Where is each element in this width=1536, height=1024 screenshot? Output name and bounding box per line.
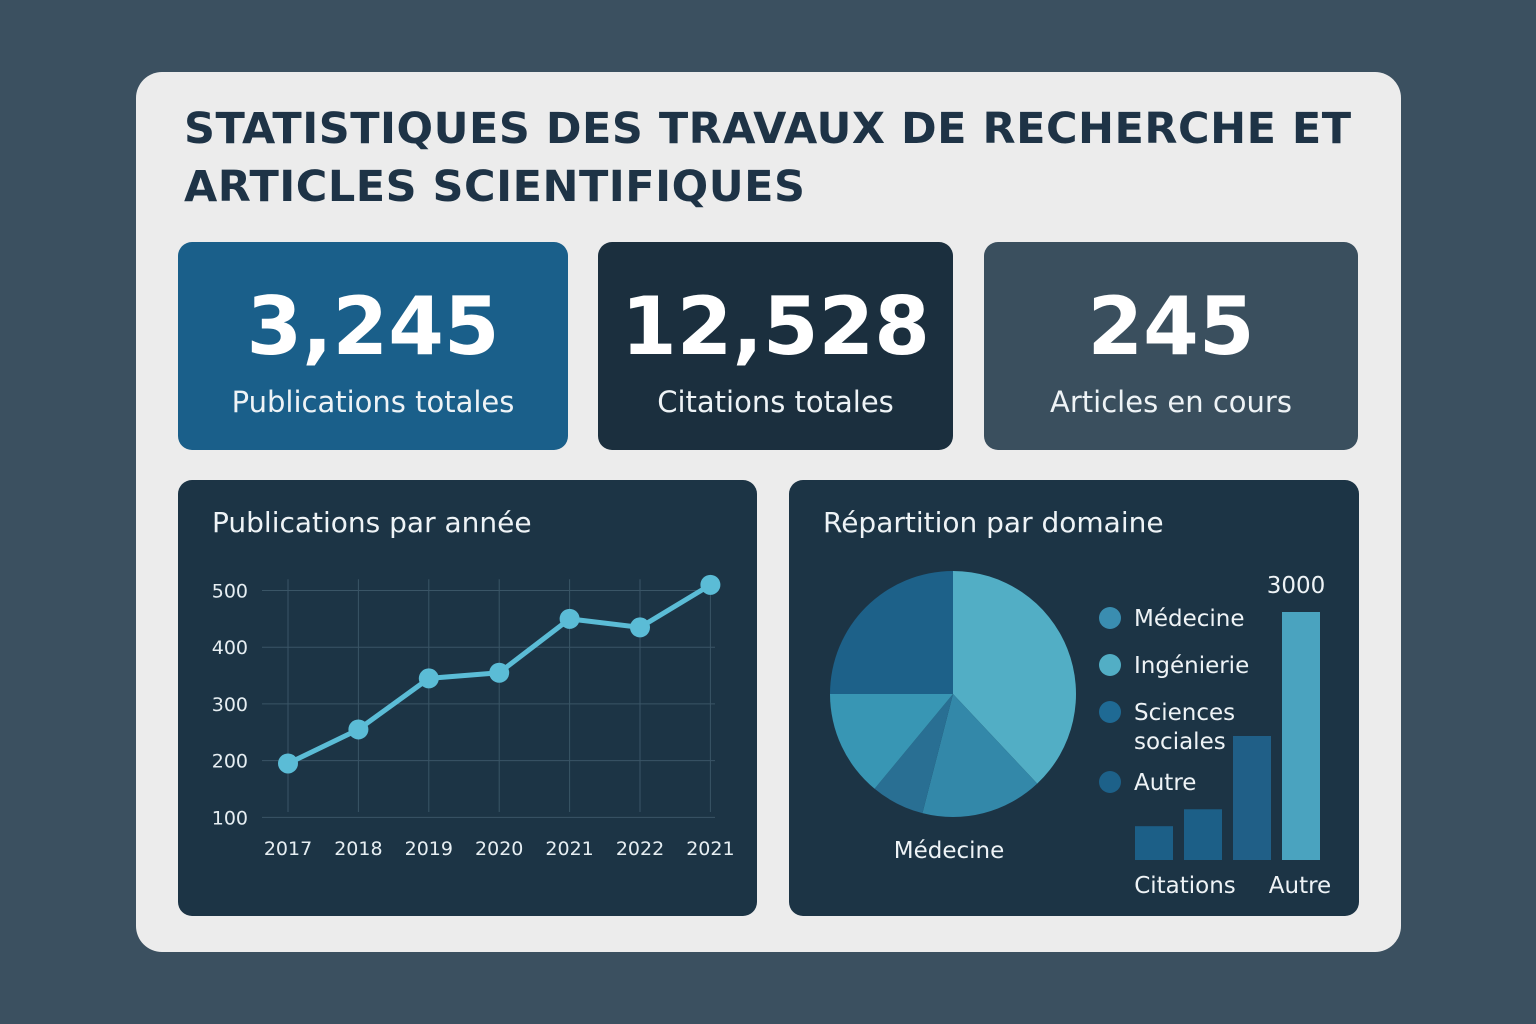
legend-swatch bbox=[1099, 771, 1121, 793]
x-tick-label: 2022 bbox=[616, 838, 664, 860]
kpi-label: Publications totales bbox=[231, 385, 515, 419]
y-tick-label: 100 bbox=[212, 807, 248, 829]
kpi-card-publications: 3,245 Publications totales bbox=[178, 242, 568, 450]
data-point bbox=[630, 617, 650, 638]
bar-x-label: Autre bbox=[1269, 873, 1331, 899]
pie-slice bbox=[874, 694, 953, 814]
y-tick-label: 300 bbox=[212, 694, 248, 716]
x-tick-label: 2018 bbox=[334, 838, 382, 860]
legend-swatch bbox=[1099, 654, 1121, 676]
kpi-label: Citations totales bbox=[657, 385, 894, 419]
kpi-value: 3,245 bbox=[246, 280, 500, 373]
legend-label: Ingénierie bbox=[1134, 653, 1249, 679]
legend-label: Sciences sociales bbox=[1134, 700, 1235, 755]
bar-x-label: Citations bbox=[1134, 873, 1236, 899]
data-point bbox=[348, 719, 369, 740]
pie-slice bbox=[922, 694, 1038, 817]
kpi-value: 245 bbox=[1087, 280, 1255, 373]
kpi-value: 12,528 bbox=[621, 280, 930, 373]
x-tick-label: 2019 bbox=[405, 838, 453, 860]
pie-label: Médecine bbox=[894, 838, 1005, 864]
y-tick-label: 400 bbox=[212, 637, 248, 659]
pie-slice bbox=[830, 571, 953, 694]
y-tick-label: 200 bbox=[212, 751, 248, 773]
x-tick-label: 2020 bbox=[475, 838, 523, 860]
y-tick-label: 500 bbox=[212, 581, 248, 603]
data-point bbox=[278, 753, 298, 774]
legend-label: Médecine bbox=[1134, 606, 1245, 632]
bar-value-label: 3000 bbox=[1267, 573, 1326, 599]
kpi-card-citations: 12,528 Citations totales bbox=[598, 242, 953, 450]
data-point bbox=[700, 574, 721, 595]
pie-slice bbox=[953, 571, 1076, 784]
legend-label: Autre bbox=[1134, 770, 1196, 796]
line-chart-title: Publications par année bbox=[212, 506, 532, 539]
x-tick-label: 2017 bbox=[264, 838, 312, 860]
kpi-label: Articles en cours bbox=[1050, 385, 1292, 419]
x-tick-label: 2021 bbox=[686, 838, 734, 860]
legend-swatch bbox=[1099, 607, 1121, 629]
pie-slice bbox=[830, 694, 953, 789]
domain-chart-panel: Répartition par domaine Médecine Médecine… bbox=[789, 480, 1359, 916]
domain-chart: Médecine Médecine Ingénierie Sciences social… bbox=[830, 571, 1331, 899]
data-point bbox=[559, 608, 580, 629]
data-point bbox=[489, 662, 510, 683]
bar bbox=[1135, 826, 1173, 860]
domain-chart-title: Répartition par domaine bbox=[823, 506, 1164, 539]
legend-swatch bbox=[1099, 701, 1121, 723]
bar bbox=[1184, 809, 1222, 860]
data-point bbox=[418, 668, 439, 689]
x-tick-label: 2021 bbox=[545, 838, 593, 860]
bar bbox=[1233, 736, 1271, 860]
page-title: STATISTIQUES DES TRAVAUX DE RECHERCHE ET… bbox=[184, 104, 1352, 212]
bar bbox=[1282, 612, 1320, 860]
line-chart-panel: Publications par année 100 200 300 400 500 20… bbox=[178, 480, 757, 916]
kpi-card-articles: 245 Articles en cours bbox=[984, 242, 1358, 450]
line-chart: 100 200 300 400 500 2017 2018 2019 2020 2021 2022 2… bbox=[212, 574, 735, 860]
